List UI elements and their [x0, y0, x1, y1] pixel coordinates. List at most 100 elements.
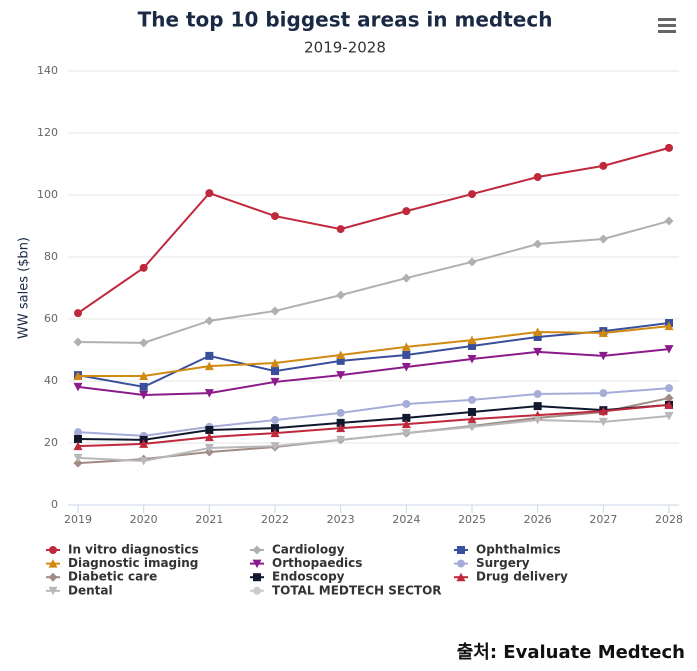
data-point	[139, 390, 149, 400]
data-point	[139, 371, 149, 381]
legend-label[interactable]: Orthopaedics	[272, 556, 362, 570]
data-point	[664, 321, 674, 331]
data-point	[402, 413, 411, 422]
data-point	[468, 341, 476, 350]
data-point	[270, 377, 280, 387]
legend-label[interactable]: Cardiology	[272, 543, 345, 557]
data-point	[665, 384, 673, 393]
data-point	[336, 350, 346, 359]
legend-label[interactable]: Drug delivery	[476, 570, 568, 584]
y-tick-label: 40	[44, 374, 58, 387]
data-point	[402, 399, 411, 408]
data-point	[533, 347, 543, 357]
series-line	[77, 348, 670, 396]
data-point	[402, 350, 411, 359]
menu-bar	[658, 30, 676, 33]
legend-marker	[252, 545, 262, 555]
data-point	[664, 400, 674, 409]
data-point	[336, 435, 346, 445]
data-point	[205, 189, 214, 198]
data-point	[401, 429, 411, 438]
legend-marker	[48, 572, 58, 582]
data-point	[467, 414, 477, 424]
data-point	[599, 161, 608, 170]
data-point	[271, 367, 279, 376]
x-tick-label: 2024	[392, 513, 420, 526]
data-point	[533, 327, 543, 337]
data-point	[204, 443, 214, 453]
data-point	[271, 424, 279, 433]
data-point	[205, 351, 214, 360]
data-point	[271, 416, 279, 425]
data-point	[73, 337, 83, 347]
legend-label[interactable]: Dental	[68, 583, 113, 597]
data-point	[139, 456, 149, 466]
y-tick-label: 120	[37, 126, 58, 139]
x-tick-label: 2027	[589, 513, 617, 526]
data-point	[467, 335, 477, 345]
data-point	[664, 393, 674, 403]
x-tick-label: 2022	[261, 513, 289, 526]
legend-label[interactable]: TOTAL MEDTECH SECTOR	[272, 583, 442, 597]
data-point	[665, 143, 673, 152]
series-line	[77, 415, 670, 462]
data-point	[271, 212, 279, 221]
data-point	[270, 442, 280, 451]
legend-marker	[253, 573, 261, 582]
data-point	[336, 225, 345, 234]
data-point	[270, 428, 280, 438]
legend-marker	[457, 546, 465, 554]
data-point	[204, 316, 214, 326]
legend-marker	[457, 559, 465, 568]
data-point	[664, 412, 674, 421]
data-point	[598, 351, 608, 361]
series-line	[78, 325, 670, 378]
data-point	[336, 418, 345, 427]
x-tick-label: 2020	[130, 513, 158, 526]
menu-button[interactable]	[658, 18, 676, 33]
x-tick-label: 2026	[524, 513, 552, 526]
x-tick-label: 2025	[458, 513, 486, 526]
menu-bar	[658, 24, 676, 27]
data-point	[598, 328, 608, 337]
data-point	[139, 338, 149, 348]
data-point	[401, 342, 411, 351]
data-point	[401, 273, 411, 283]
data-point	[533, 416, 543, 425]
series-line	[77, 220, 670, 344]
data-point	[533, 390, 542, 399]
data-point	[402, 207, 411, 216]
legend-label[interactable]: In vitro diagnostics	[68, 543, 199, 557]
legend-marker	[456, 572, 466, 582]
data-point	[73, 371, 83, 381]
chart-title: The top 10 biggest areas in medtech	[138, 8, 553, 32]
legend-marker	[252, 559, 262, 569]
legend-label[interactable]: Surgery	[476, 556, 530, 570]
data-point	[139, 439, 149, 448]
data-point	[533, 332, 542, 341]
legend-label[interactable]: Ophthalmics	[476, 543, 561, 557]
data-point	[73, 382, 83, 392]
data-point	[533, 402, 542, 411]
data-point	[73, 453, 83, 463]
y-tick-label: 20	[44, 436, 58, 449]
data-point	[467, 354, 477, 364]
legend-marker	[49, 546, 57, 554]
legend-label[interactable]: Diagnostic imaging	[68, 556, 198, 570]
data-point	[599, 389, 608, 398]
data-point	[336, 423, 346, 433]
y-tick-label: 60	[44, 312, 58, 325]
series-line	[77, 403, 670, 441]
legend-label[interactable]: Endoscopy	[272, 570, 345, 584]
data-point	[533, 173, 542, 182]
series-line	[77, 403, 670, 448]
x-tick-label: 2019	[64, 513, 92, 526]
menu-bar	[658, 18, 676, 21]
data-point	[74, 434, 82, 443]
data-point	[401, 363, 411, 372]
data-point	[270, 306, 280, 316]
series-line	[77, 146, 670, 314]
legend-label[interactable]: Diabetic care	[68, 570, 157, 584]
data-point	[336, 371, 346, 380]
data-point	[401, 419, 411, 429]
